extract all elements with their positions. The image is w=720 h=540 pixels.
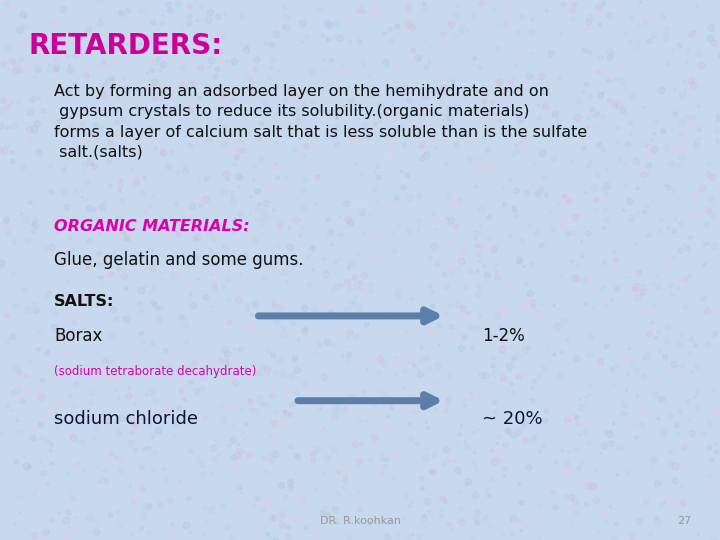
Text: SALTS:: SALTS: [54, 294, 114, 309]
Text: 27: 27 [677, 516, 691, 526]
Text: (sodium tetraborate decahydrate): (sodium tetraborate decahydrate) [54, 364, 256, 377]
Text: ORGANIC MATERIALS:: ORGANIC MATERIALS: [54, 219, 250, 234]
Text: DR. R.koohkan: DR. R.koohkan [320, 516, 400, 526]
Text: 1-2%: 1-2% [482, 327, 525, 345]
Text: RETARDERS:: RETARDERS: [29, 32, 223, 60]
Text: Borax: Borax [54, 327, 102, 345]
Text: ~ 20%: ~ 20% [482, 410, 543, 428]
Text: Act by forming an adsorbed layer on the hemihydrate and on
 gypsum crystals to r: Act by forming an adsorbed layer on the … [54, 84, 588, 160]
Text: Glue, gelatin and some gums.: Glue, gelatin and some gums. [54, 251, 304, 269]
Text: sodium chloride: sodium chloride [54, 410, 198, 428]
